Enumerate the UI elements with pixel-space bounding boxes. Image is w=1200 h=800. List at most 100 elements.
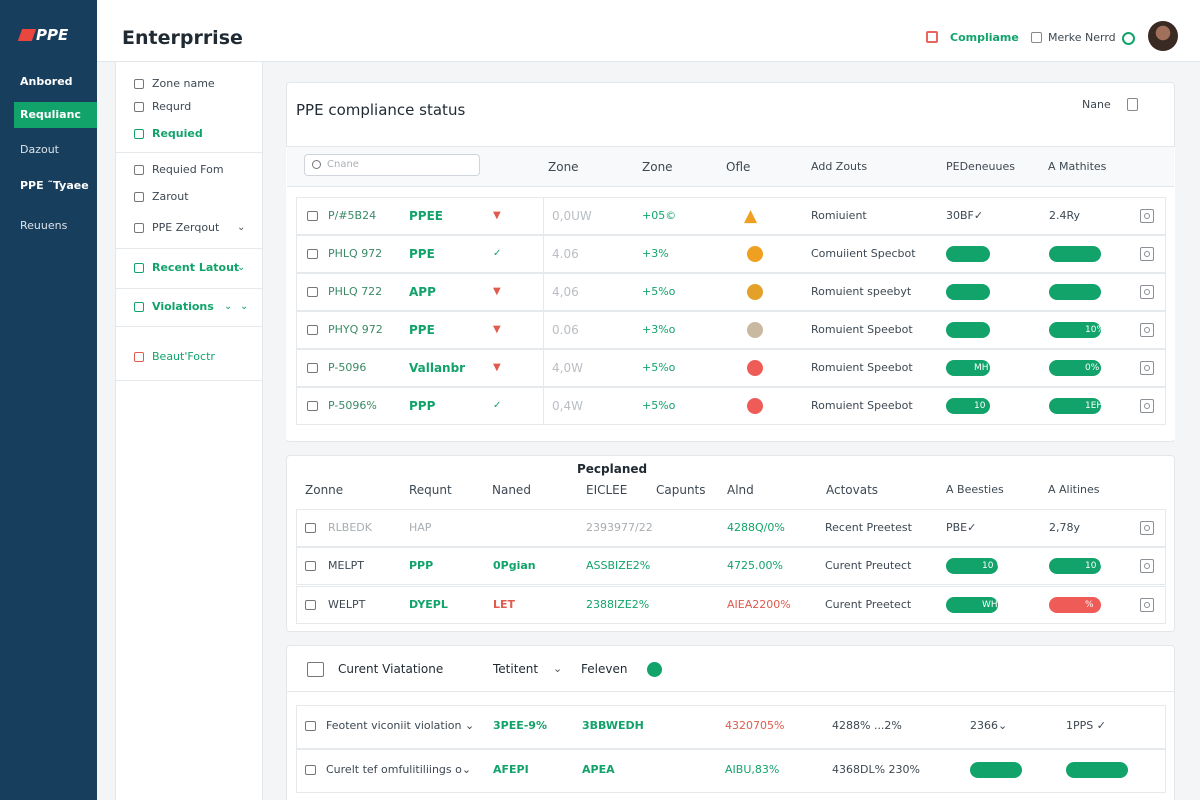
subnav-item[interactable]: Violations bbox=[152, 300, 214, 313]
row-action[interactable] bbox=[1140, 559, 1154, 573]
divider bbox=[116, 380, 262, 381]
logo: PPE bbox=[36, 26, 69, 44]
chevron: ⌄ bbox=[553, 662, 563, 675]
subnav-item[interactable]: Zarout bbox=[152, 190, 189, 203]
row-action-dot bbox=[1144, 365, 1150, 371]
row-icon bbox=[307, 401, 318, 411]
table-row bbox=[296, 387, 1166, 425]
status-icon bbox=[747, 246, 763, 262]
column-header: Add Zouts bbox=[811, 160, 868, 173]
filter[interactable]: Feleven bbox=[581, 662, 628, 676]
user-icon bbox=[1031, 32, 1042, 43]
cell: 3PEE-9% bbox=[493, 719, 547, 732]
row-action[interactable] bbox=[1140, 285, 1154, 299]
header-link[interactable]: Compliame bbox=[950, 31, 1019, 44]
cell: 2393977/22 bbox=[586, 521, 653, 534]
cell: 4,0W bbox=[552, 361, 583, 375]
search-box[interactable]: Cnane bbox=[304, 154, 480, 176]
subnav-icon bbox=[134, 102, 144, 112]
subnav-item[interactable]: Requrd bbox=[152, 100, 192, 113]
subnav-item[interactable]: Recent Latout bbox=[152, 261, 240, 274]
cell: APP bbox=[409, 285, 436, 299]
status-bar bbox=[946, 246, 990, 262]
row-action[interactable] bbox=[1140, 361, 1154, 375]
cell: Romuient speebyt bbox=[811, 285, 912, 298]
row-icon bbox=[307, 249, 318, 259]
nav-item[interactable]: Anbored bbox=[20, 75, 73, 88]
row-action[interactable] bbox=[1140, 598, 1154, 612]
row-action-dot bbox=[1144, 289, 1150, 295]
row-icon bbox=[307, 211, 318, 221]
column-separator bbox=[543, 273, 544, 311]
cell: 1PPS ✓ bbox=[1066, 719, 1106, 732]
compliance-icon bbox=[926, 31, 938, 43]
status-icon bbox=[747, 284, 763, 300]
table-row bbox=[296, 311, 1166, 349]
cell: PPE bbox=[409, 323, 435, 337]
row-action[interactable] bbox=[1140, 521, 1154, 535]
nav-item[interactable]: Requlianc bbox=[20, 108, 81, 121]
status-arrow: ▼ bbox=[493, 286, 501, 297]
cell: 4,06 bbox=[552, 285, 579, 299]
row-action-dot bbox=[1144, 602, 1150, 608]
column-header: Naned bbox=[492, 483, 531, 497]
cell: Romuient Speebot bbox=[811, 323, 913, 336]
table-row bbox=[296, 273, 1166, 311]
nav-item[interactable]: PPE ˜Tyaee bbox=[20, 179, 89, 192]
filter[interactable]: Tetitent bbox=[493, 662, 539, 676]
filter[interactable]: Nane bbox=[1082, 98, 1111, 111]
subnav-icon bbox=[134, 352, 144, 362]
row-action[interactable] bbox=[1140, 209, 1154, 223]
subnav-item[interactable]: PPE Zerqout bbox=[152, 221, 220, 234]
table-row bbox=[296, 705, 1166, 749]
chevron: ⌄ bbox=[237, 262, 246, 273]
cell: Feotent viconiit violation ⌄ bbox=[326, 719, 475, 732]
cell: Curent Preutect bbox=[825, 559, 912, 572]
cell: ASSBIZE2% bbox=[586, 559, 651, 572]
cell: 0.06 bbox=[552, 323, 579, 337]
cell: 4725.00% bbox=[727, 559, 783, 572]
row-action[interactable] bbox=[1140, 399, 1154, 413]
row-action-dot bbox=[1144, 403, 1150, 409]
row-action-dot bbox=[1144, 563, 1150, 569]
table-row bbox=[296, 197, 1166, 235]
add-button[interactable] bbox=[647, 662, 662, 677]
nav-item[interactable]: Dazout bbox=[20, 143, 59, 156]
subnav-icon bbox=[134, 192, 144, 202]
cell: +5%o bbox=[642, 285, 676, 298]
subnav-item[interactable]: Requied Fom bbox=[152, 163, 224, 176]
cell: WELPT bbox=[328, 598, 366, 611]
status-bar: % bbox=[1049, 597, 1101, 613]
row-action[interactable] bbox=[1140, 323, 1154, 337]
panel-title: Pecplaned bbox=[577, 462, 648, 476]
subnav-item[interactable]: Beaut'Foctr bbox=[152, 350, 215, 363]
status-bar: 10% bbox=[1049, 322, 1105, 338]
status-bar-label: WH bbox=[982, 600, 998, 610]
avatar[interactable] bbox=[1148, 21, 1178, 51]
cell: PBE✓ bbox=[946, 521, 977, 534]
panel-icon bbox=[307, 662, 324, 677]
status-bar bbox=[946, 284, 990, 300]
column-header: A Mathites bbox=[1048, 160, 1107, 173]
row-icon bbox=[305, 765, 316, 775]
divider bbox=[116, 326, 262, 327]
cell: Romuient Speebot bbox=[811, 399, 913, 412]
column-header: Zone bbox=[548, 160, 579, 174]
cell: Vallanbr bbox=[409, 361, 466, 375]
cell: MELPT bbox=[328, 559, 364, 572]
subnav-item[interactable]: Zone name bbox=[152, 77, 215, 90]
row-action[interactable] bbox=[1140, 247, 1154, 261]
subnav-item[interactable]: Requied bbox=[152, 127, 203, 140]
table-row bbox=[296, 349, 1166, 387]
nav-item[interactable]: Reuuens bbox=[20, 219, 68, 232]
status-bar-label: 10% bbox=[1085, 325, 1106, 335]
cell: RLBEDK bbox=[328, 521, 372, 534]
status-icon bbox=[747, 322, 763, 338]
status-arrow: ✓ bbox=[493, 248, 502, 259]
status-bar-label: 0% bbox=[1085, 363, 1100, 373]
status-icon bbox=[747, 398, 763, 414]
cell: 30BF✓ bbox=[946, 209, 984, 222]
cell: HAP bbox=[409, 521, 432, 534]
header-link[interactable]: Merke Nerrd bbox=[1048, 31, 1116, 44]
